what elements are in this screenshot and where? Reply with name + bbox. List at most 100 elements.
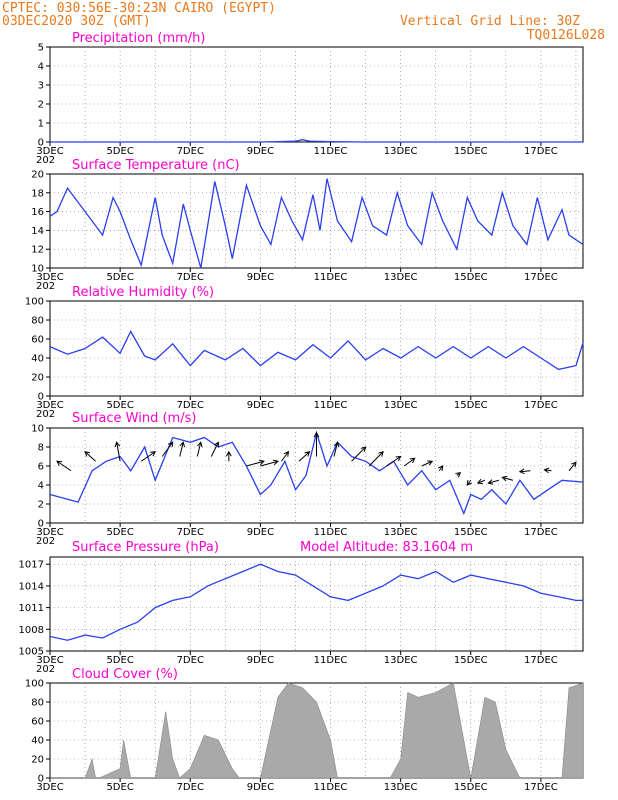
- wind-arrowhead: [360, 446, 367, 452]
- cloud-ytick-label: 0: [38, 774, 44, 785]
- wind-year-label: 202: [36, 536, 55, 547]
- pres-xtick-label: 17DEC: [524, 655, 558, 666]
- wind-arrow: [196, 442, 202, 457]
- pres-ytick-label: 1017: [19, 560, 44, 571]
- wind-arrow: [351, 446, 366, 462]
- rh-ytick-label: 100: [25, 297, 44, 308]
- rh-ytick-label: 0: [38, 392, 44, 403]
- rh-xtick-label: 13DEC: [384, 400, 418, 411]
- wind-arrowhead: [518, 468, 525, 475]
- rh-xtick-label: 7DEC: [177, 400, 204, 411]
- cloud-panel: 0 20 40 60 80 100 3DEC 5DEC 7DEC 9DEC 11DEC 13DEC 15…: [25, 679, 584, 793]
- wind-arrow: [568, 461, 577, 472]
- precip-frame: [49, 46, 584, 143]
- temp-xtick-label: 7DEC: [177, 272, 204, 283]
- temp-ytick-label: 12: [31, 245, 44, 256]
- wind-arrowhead: [571, 461, 577, 468]
- precip-ytick-label: 2: [38, 100, 44, 111]
- temp-ytick-label: 10: [31, 264, 44, 275]
- cloud-xtick-label: 7DEC: [177, 782, 204, 793]
- pres-xtick-label: 13DEC: [384, 655, 418, 666]
- precip-ytick-label: 0: [38, 138, 44, 149]
- cloud-ytick-label: 60: [31, 717, 44, 728]
- cloud-ytick-label: 20: [31, 755, 44, 766]
- cloud-xtick-label: 9DEC: [247, 782, 274, 793]
- temp-frame: [49, 173, 584, 269]
- rh-xtick-label: 5DEC: [106, 400, 133, 411]
- rh-xtick-label: 3DEC: [36, 400, 63, 411]
- rh-ytick-label: 20: [31, 373, 44, 384]
- temp-ytick-label: 20: [31, 170, 44, 181]
- precip-xtick-label: 5DEC: [106, 146, 133, 157]
- temp-year-label: 202: [36, 281, 55, 292]
- wind-panel: 0 2 4 6 8 10 3DEC 5DEC 7DEC 9DEC 11DEC 13DEC 15DEC 17…: [31, 424, 584, 547]
- wind-xtick-label: 13DEC: [384, 527, 418, 538]
- precip-xtick-label: 3DEC: [36, 146, 63, 157]
- precip-ytick-label: 5: [38, 43, 44, 54]
- wind-arrowhead: [167, 441, 174, 448]
- precip-xtick-label: 13DEC: [384, 146, 418, 157]
- precip-series-line: [50, 139, 583, 143]
- wind-arrowhead: [466, 479, 473, 486]
- wind-arrowhead: [427, 460, 434, 466]
- wind-arrow: [403, 457, 415, 467]
- wind-ytick-label: 10: [31, 424, 44, 435]
- pres-xtick-label: 7DEC: [177, 655, 204, 666]
- pres-xtick-label: 11DEC: [314, 655, 348, 666]
- wind-xtick-label: 17DEC: [524, 527, 558, 538]
- precip-ytick-label: 3: [38, 81, 44, 92]
- wind-arrow: [281, 451, 289, 462]
- pres-panel: 1005 1008 1011 1014 1017 3DEC 5DEC 7DEC 9DEC 11DE…: [19, 556, 584, 675]
- pressure-title: Surface Pressure (hPa): [72, 540, 219, 555]
- wind-arrowhead: [197, 441, 203, 448]
- wind-ytick-label: 8: [38, 443, 44, 454]
- wind-arrowhead: [225, 450, 232, 457]
- wind-arrow: [260, 460, 279, 467]
- temp-ytick-label: 14: [31, 226, 44, 237]
- pres-ytick-label: 1005: [19, 647, 44, 658]
- rh-ytick-label: 60: [31, 335, 44, 346]
- precip-xtick-label: 9DEC: [247, 146, 274, 157]
- wind-arrowhead: [304, 451, 311, 457]
- pres-ytick-label: 1014: [19, 581, 44, 592]
- wind-arrowhead: [476, 478, 483, 485]
- wind-arrow: [502, 476, 513, 481]
- wind-arrowhead: [213, 441, 220, 448]
- precip-xtick-label: 11DEC: [314, 146, 348, 157]
- wind-xtick-label: 3DEC: [36, 527, 63, 538]
- header-model-code: TQ0126L028: [527, 28, 605, 43]
- wind-arrow: [56, 460, 72, 472]
- precip-ytick-label: 4: [38, 62, 44, 73]
- wind-arrow: [179, 442, 184, 457]
- cloud-xtick-label: 11DEC: [314, 782, 348, 793]
- precipitation-title: Precipitation (mm/h): [72, 31, 205, 46]
- temp-xtick-label: 13DEC: [384, 272, 418, 283]
- wind-arrowhead: [455, 471, 462, 478]
- wind-arrowhead: [258, 459, 265, 466]
- wind-arrow: [116, 442, 121, 462]
- rh-xtick-label: 9DEC: [247, 400, 274, 411]
- precip-xtick-label: 7DEC: [177, 146, 204, 157]
- wind-arrow: [488, 479, 499, 484]
- wind-arrowhead: [313, 431, 320, 438]
- wind-xtick-label: 11DEC: [314, 527, 348, 538]
- temp-xtick-label: 15DEC: [454, 272, 488, 283]
- temp-xtick-label: 17DEC: [524, 272, 558, 283]
- wind-ytick-label: 4: [38, 481, 44, 492]
- cloud-xtick-label: 13DEC: [384, 782, 418, 793]
- temp-ytick-label: 16: [31, 207, 44, 218]
- wind-arrowhead: [56, 460, 63, 466]
- humidity-title: Relative Humidity (%): [72, 285, 214, 300]
- pres-ytick-label: 1011: [19, 603, 44, 614]
- rh-series-line: [49, 330, 584, 371]
- header-date: 03DEC2020 30Z (GMT): [2, 14, 151, 29]
- precip-panel: 0 1 2 3 4 5 3DEC 5DEC 7DEC 9DEC 11DEC 13DEC 15DEC 17D…: [36, 43, 584, 166]
- cloud-ytick-label: 40: [31, 736, 44, 747]
- wind-arrow: [477, 479, 486, 484]
- pres-frame: [49, 556, 584, 652]
- wind-arrow: [421, 460, 433, 467]
- rh-xtick-label: 17DEC: [524, 400, 558, 411]
- wind-xtick-label: 15DEC: [454, 527, 488, 538]
- rh-ytick-label: 40: [31, 354, 44, 365]
